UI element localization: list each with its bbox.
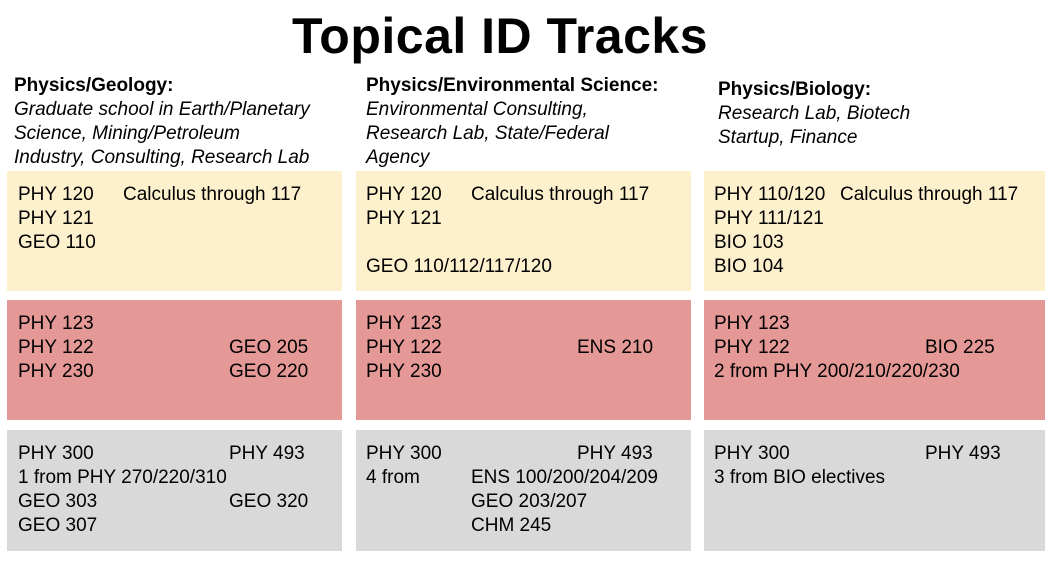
tier-2-box-physics-geology: PHY 123 PHY 122 GEO 205 PHY 230 GEO 220	[7, 300, 342, 420]
course-item: 3 from BIO electives	[714, 467, 886, 488]
course-item: PHY 493	[925, 443, 1001, 464]
course-item: PHY 300	[714, 443, 790, 464]
track-header-physics-biology: Physics/Biology: Research Lab, Biotech S…	[718, 74, 1050, 150]
course-item: PHY 110/120	[714, 184, 826, 205]
tier-3-box-physics-biology: PHY 300 PHY 493 3 from BIO electives	[704, 430, 1045, 551]
course-item: GEO 320	[229, 491, 309, 512]
track-description-line: Environmental Consulting,	[366, 99, 588, 120]
course-item: PHY 123	[366, 313, 442, 334]
course-item: Calculus through 117	[123, 184, 302, 205]
tier-2-box-physics-biology: PHY 123 PHY 122 BIO 225 2 from PHY 200/2…	[704, 300, 1045, 420]
course-item: GEO 303	[18, 491, 98, 512]
course-item: BIO 225	[925, 337, 995, 358]
course-item: CHM 245	[471, 515, 552, 536]
tier-3-box-physics-geology: PHY 300 PHY 493 1 from PHY 270/220/310 G…	[7, 430, 342, 551]
track-description-line: Graduate school in Earth/Planetary	[14, 99, 310, 120]
course-item: PHY 122	[714, 337, 790, 358]
track-header-physics-geology: Physics/Geology: Graduate school in Eart…	[14, 74, 354, 170]
course-item: Calculus through 117	[471, 184, 650, 205]
course-item: 1 from PHY 270/220/310	[18, 467, 227, 488]
course-item: GEO 110/112/117/120	[366, 256, 552, 277]
track-name: Physics/Environmental Science:	[366, 75, 659, 96]
course-item: PHY 300	[18, 443, 94, 464]
course-item: PHY 123	[18, 313, 94, 334]
track-description-line: Research Lab, State/Federal	[366, 123, 609, 144]
course-item: GEO 307	[18, 515, 98, 536]
course-item: PHY 122	[18, 337, 94, 358]
course-item: GEO 110	[18, 232, 96, 253]
course-item: PHY 111/121	[714, 208, 824, 229]
course-item: GEO 203/207	[471, 491, 588, 512]
course-item: Calculus through 117	[840, 184, 1019, 205]
tier-1-box-physics-environmental-science: PHY 120 Calculus through 117 PHY 121 GEO…	[356, 171, 691, 291]
course-item: 2 from PHY 200/210/220/230	[714, 361, 960, 382]
track-header-physics-environmental-science: Physics/Environmental Science: Environme…	[366, 74, 706, 170]
track-description-line: Industry, Consulting, Research Lab	[14, 147, 310, 168]
tier-3-box-physics-environmental-science: PHY 300 PHY 493 4 from ENS 100/200/204/2…	[356, 430, 691, 551]
course-item: GEO 220	[229, 361, 309, 382]
track-description-line: Agency	[366, 147, 430, 168]
tier-1-box-physics-geology: PHY 120 Calculus through 117 PHY 121 GEO…	[7, 171, 342, 291]
course-item: ENS 100/200/204/209	[471, 467, 658, 488]
course-item: PHY 230	[18, 361, 94, 382]
tier-1-box-physics-biology: PHY 110/120 Calculus through 117 PHY 111…	[704, 171, 1045, 291]
course-item: 4 from	[366, 467, 420, 488]
course-item: GEO 205	[229, 337, 309, 358]
tier-2-box-physics-environmental-science: PHY 123 PHY 122 ENS 210 PHY 230	[356, 300, 691, 420]
course-item: BIO 104	[714, 256, 784, 277]
course-item: PHY 300	[366, 443, 442, 464]
course-item: PHY 493	[577, 443, 653, 464]
course-item: PHY 123	[714, 313, 790, 334]
course-item: PHY 121	[366, 208, 442, 229]
track-name: Physics/Geology:	[14, 75, 174, 96]
page-title: Topical ID Tracks	[291, 8, 709, 64]
course-item: BIO 103	[714, 232, 784, 253]
track-description-line: Research Lab, Biotech	[718, 103, 911, 124]
course-item: PHY 120	[18, 184, 94, 205]
course-item: PHY 230	[366, 361, 442, 382]
course-item: PHY 121	[18, 208, 94, 229]
course-item: PHY 120	[366, 184, 442, 205]
course-item: ENS 210	[577, 337, 654, 358]
track-description-line: Startup, Finance	[718, 127, 858, 148]
course-item: PHY 122	[366, 337, 442, 358]
track-description-line: Science, Mining/Petroleum	[14, 123, 240, 144]
course-item: PHY 493	[229, 443, 305, 464]
track-name: Physics/Biology:	[718, 79, 872, 100]
